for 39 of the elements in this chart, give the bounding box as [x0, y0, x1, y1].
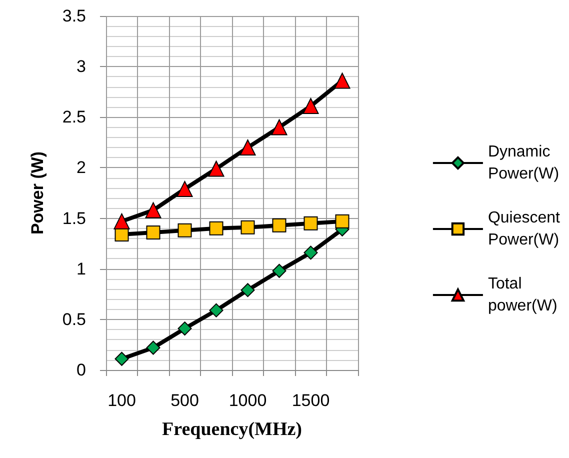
legend-label: Total power(W) — [488, 276, 558, 314]
point — [240, 139, 256, 156]
point — [146, 225, 160, 240]
point — [114, 213, 130, 230]
point — [304, 216, 318, 230]
y-tick-label: 3 — [76, 57, 86, 76]
y-tick-label: 1.5 — [62, 208, 86, 228]
y-axis-title: Power (W) — [28, 151, 47, 235]
point — [114, 352, 129, 366]
x-tick-label: 1000 — [228, 391, 267, 410]
point — [145, 202, 162, 218]
legend-label: Dynamic Power(W) — [488, 144, 560, 182]
y-tick-label: 0 — [76, 360, 86, 380]
point — [178, 223, 192, 238]
point — [272, 218, 286, 232]
y-tick-label: 2.5 — [62, 108, 86, 127]
point — [302, 98, 319, 114]
point — [240, 283, 255, 298]
point — [335, 214, 350, 228]
y-tick-label: 3.5 — [62, 6, 86, 26]
y-tick-label: 1 — [76, 259, 86, 278]
point — [176, 180, 193, 197]
point — [178, 322, 192, 336]
x-tick-label: 1500 — [292, 391, 330, 410]
point — [146, 340, 160, 355]
x-tick-label: 500 — [170, 391, 199, 410]
point — [209, 303, 224, 318]
point — [240, 220, 255, 234]
legend-label: Quiescent Power(W) — [488, 210, 561, 248]
x-axis-title: Frequency(MHz) — [162, 419, 302, 440]
y-tick-label: 0.5 — [62, 310, 86, 329]
x-tick-label: 100 — [108, 391, 136, 410]
point — [209, 221, 224, 236]
point — [334, 72, 350, 89]
y-tick-label: 2 — [76, 158, 86, 178]
point — [272, 264, 286, 278]
point — [304, 246, 318, 260]
point — [271, 119, 288, 136]
point — [208, 160, 224, 177]
